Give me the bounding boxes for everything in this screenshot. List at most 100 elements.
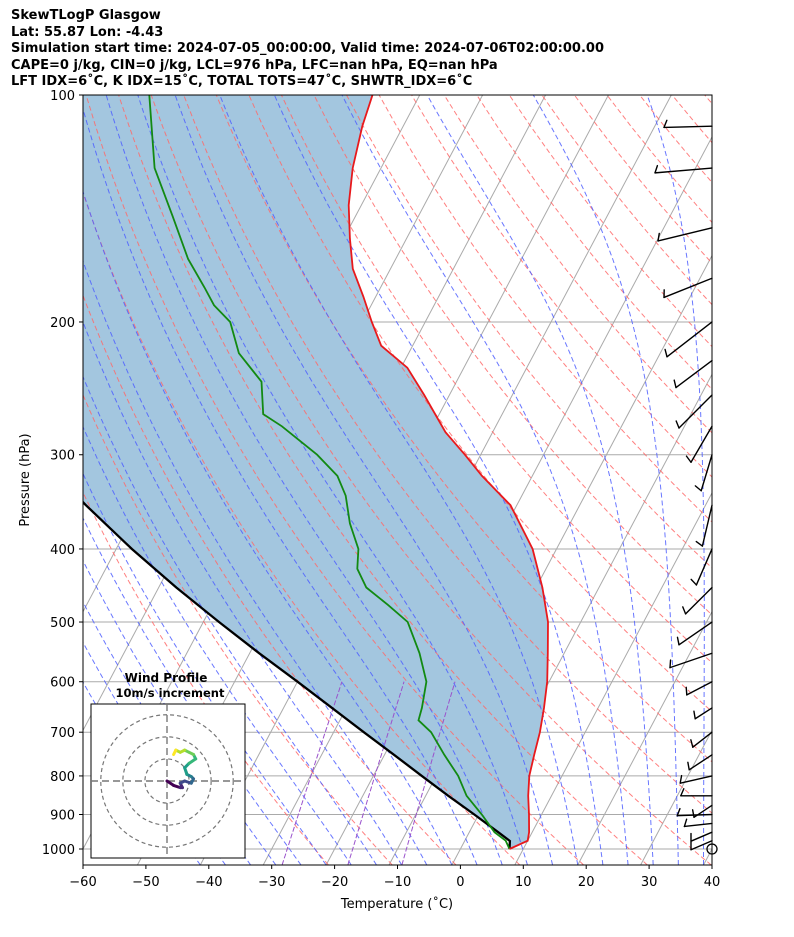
parcel-path-line xyxy=(83,500,512,850)
hodograph-ring xyxy=(122,736,212,826)
y-tick-label: 400 xyxy=(50,543,75,558)
cin-shaded-area xyxy=(83,95,548,849)
wind-barb-shaft xyxy=(654,167,713,174)
hodograph-plot xyxy=(91,704,245,858)
hodograph-subtitle: 10m/s increment xyxy=(116,686,225,700)
wind-barb-shaft xyxy=(690,831,713,842)
wind-barb-shaft xyxy=(657,227,713,242)
moist-adiabat-line xyxy=(83,107,478,865)
dry-adiabat-line xyxy=(183,95,712,814)
y-tick-label: 100 xyxy=(50,89,75,104)
moist-adiabat-line xyxy=(83,320,403,865)
moist-adiabat-line xyxy=(83,190,453,865)
wind-barb-flag xyxy=(695,540,704,547)
dry-adiabat-line xyxy=(83,393,393,865)
y-tick-label: 700 xyxy=(50,726,75,741)
wind-barb-shaft xyxy=(693,804,713,818)
moist-adiabat-line xyxy=(426,95,654,865)
wind-barb-flag xyxy=(680,788,685,797)
wind-barb-flag xyxy=(669,659,672,669)
wind-barb-shaft xyxy=(666,321,713,358)
chart-header: SkewTLogP Glasgow Lat: 55.87 Lon: -4.43 … xyxy=(11,8,604,91)
wind-barb-shaft xyxy=(676,813,713,817)
wind-barb-flag xyxy=(663,119,668,129)
wind-barb-flag xyxy=(675,420,680,429)
dry-adiabat-line xyxy=(378,95,712,523)
location-line: Lat: 55.87 Lon: -4.43 xyxy=(11,24,164,40)
moist-adiabat-line xyxy=(83,375,377,865)
y-tick-label: 800 xyxy=(50,770,75,785)
moist-adiabat-line xyxy=(137,95,528,865)
x-tick-label: 40 xyxy=(704,875,721,890)
moist-adiabat-line xyxy=(729,95,745,865)
y-tick-label: 300 xyxy=(50,449,75,464)
wind-barb-shaft xyxy=(695,548,713,586)
moist-adiabat-line xyxy=(83,425,352,865)
wind-barb-shaft xyxy=(675,359,713,389)
wind-barb-flag xyxy=(690,578,698,586)
wind-barb-flag xyxy=(691,809,695,818)
x-tick-label: −40 xyxy=(195,875,222,890)
wind-barb-shaft xyxy=(663,125,713,129)
dry-adiabat-line xyxy=(704,95,712,105)
x-tick-label: 0 xyxy=(456,875,464,890)
wind-barb-flag xyxy=(654,164,659,174)
time-line: Simulation start time: 2024-07-05_00:00:… xyxy=(11,41,604,57)
y-tick-label: 500 xyxy=(50,616,75,631)
x-tick-label: −10 xyxy=(384,875,411,890)
temperature-line xyxy=(347,95,549,850)
wind-barb-shaft xyxy=(678,394,713,429)
wind-barb-shaft xyxy=(690,840,713,851)
moist-adiabat-line xyxy=(273,95,604,865)
chart-title: SkewTLogP Glasgow xyxy=(11,8,161,23)
x-axis-label: Temperature (˚C) xyxy=(340,896,453,912)
y-tick-label: 1000 xyxy=(42,843,75,858)
moist-adiabat-line xyxy=(83,472,327,865)
x-tick-label: 30 xyxy=(641,875,658,890)
mixing-ratio-line xyxy=(401,681,456,865)
isotherm-line xyxy=(577,610,712,865)
x-tick-label: −20 xyxy=(321,875,348,890)
moist-adiabat-line xyxy=(219,95,579,865)
wind-barb-flag xyxy=(687,761,690,771)
isotherm-line xyxy=(640,729,712,865)
y-tick-label: 600 xyxy=(50,676,75,691)
wind-barb-flag xyxy=(690,739,694,748)
wind-barb-shaft xyxy=(663,277,713,299)
y-tick-label: 200 xyxy=(50,316,75,331)
x-tick-label: −30 xyxy=(258,875,285,890)
wind-barb-shaft xyxy=(692,731,713,748)
dry-adiabat-line xyxy=(83,294,457,865)
x-tick-label: 20 xyxy=(578,875,595,890)
wind-barb-shaft xyxy=(688,754,713,771)
wind-barb-flag xyxy=(664,348,668,358)
x-tick-label: −60 xyxy=(69,875,96,890)
mixing-ratio-line xyxy=(347,681,405,865)
wind-barb-flag xyxy=(693,710,696,720)
wind-barb-flag xyxy=(679,774,683,784)
wind-barb-flag xyxy=(685,686,688,696)
moist-adiabat-line xyxy=(532,95,679,865)
wind-barb-flag xyxy=(682,606,687,615)
moist-adiabat-line xyxy=(174,95,554,865)
wind-barb-flag xyxy=(657,232,660,242)
parcel-indices-line: CAPE=0 j/kg, CIN=0 j/kg, LCL=976 hPa, LF… xyxy=(11,57,498,73)
wind-barb-shaft xyxy=(669,652,713,669)
hodograph-ring xyxy=(100,714,234,848)
moist-adiabat-line xyxy=(105,95,503,865)
wind-barb-shaft xyxy=(679,775,713,784)
x-tick-label: −50 xyxy=(132,875,159,890)
stability-indices-line: LFT IDX=6˚C, K IDX=15˚C, TOTAL TOTS=47˚C… xyxy=(11,74,473,90)
wind-barb-flag xyxy=(673,379,677,389)
wind-barb-shaft xyxy=(700,454,713,492)
dry-adiabat-line xyxy=(150,95,712,865)
x-tick-label: 10 xyxy=(515,875,532,890)
wind-barb-flag xyxy=(685,455,692,463)
isotherm-line xyxy=(703,847,712,865)
dry-adiabat-line xyxy=(313,95,712,616)
dewpoint-line xyxy=(148,95,511,850)
mixing-ratio-line xyxy=(281,681,343,865)
wind-barb-shaft xyxy=(678,621,713,646)
wind-barb-shaft xyxy=(690,425,713,463)
